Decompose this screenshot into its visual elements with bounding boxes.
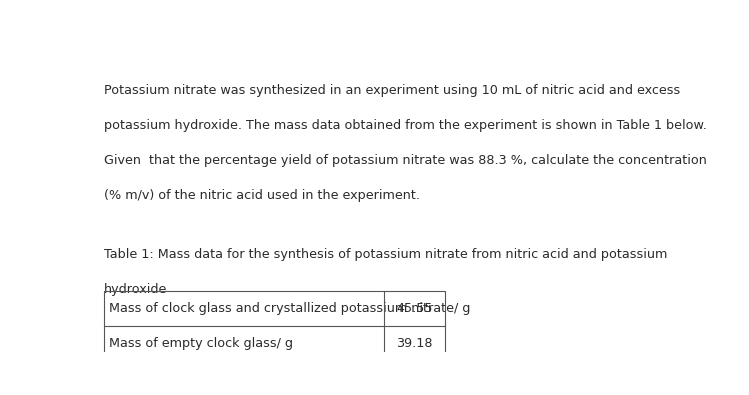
Text: hydroxide: hydroxide: [104, 283, 168, 296]
Bar: [104, 291, 445, 326]
Text: Given  that the percentage yield of potassium nitrate was 88.3 %, calculate the : Given that the percentage yield of potas…: [104, 154, 707, 167]
Bar: [104, 291, 445, 361]
Text: Table 1: Mass data for the synthesis of potassium nitrate from nitric acid and p: Table 1: Mass data for the synthesis of …: [104, 248, 667, 261]
Text: Mass of empty clock glass/ g: Mass of empty clock glass/ g: [109, 337, 293, 350]
Text: 39.18: 39.18: [396, 337, 433, 350]
Text: Potassium nitrate was synthesized in an experiment using 10 mL of nitric acid an: Potassium nitrate was synthesized in an …: [104, 84, 680, 97]
Bar: [104, 326, 445, 361]
Text: Mass of clock glass and crystallized potassium nitrate/ g: Mass of clock glass and crystallized pot…: [109, 302, 470, 315]
Text: (% m/v) of the nitric acid used in the experiment.: (% m/v) of the nitric acid used in the e…: [104, 189, 420, 202]
Text: 45.55: 45.55: [396, 302, 433, 315]
Text: potassium hydroxide. The mass data obtained from the experiment is shown in Tabl: potassium hydroxide. The mass data obtai…: [104, 119, 707, 132]
